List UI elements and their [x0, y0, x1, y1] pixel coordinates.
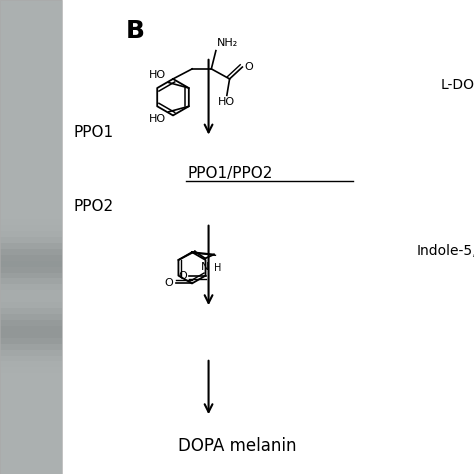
Bar	[0, 462, 62, 468]
Bar	[0, 337, 62, 344]
Bar	[0, 154, 62, 160]
Text: HO: HO	[149, 114, 166, 124]
Bar	[0, 302, 62, 308]
Bar	[0, 178, 62, 183]
Bar	[0, 113, 62, 118]
Bar	[0, 379, 62, 385]
Text: NH₂: NH₂	[217, 38, 238, 48]
Bar	[0, 243, 62, 249]
Bar	[0, 137, 62, 142]
Bar	[0, 184, 62, 190]
Bar	[0, 148, 62, 154]
Bar	[0, 427, 62, 432]
Text: O: O	[178, 271, 187, 281]
Bar	[0, 172, 62, 178]
Bar	[0, 101, 62, 107]
Bar	[0, 385, 62, 391]
Bar	[0, 326, 62, 332]
Bar	[0, 36, 62, 42]
Bar	[0, 77, 62, 83]
Bar	[0, 456, 62, 462]
Bar	[0, 213, 62, 219]
Bar	[0, 374, 62, 379]
Bar	[0, 219, 62, 225]
Text: PPO1/PPO2: PPO1/PPO2	[187, 165, 273, 181]
Bar	[0, 166, 62, 172]
Bar	[0, 201, 62, 208]
Text: PPO2: PPO2	[73, 199, 114, 214]
Bar	[0, 95, 62, 101]
Bar	[0, 450, 62, 456]
Bar	[0, 332, 62, 337]
Bar	[0, 296, 62, 302]
Bar	[0, 0, 62, 474]
Bar	[0, 83, 62, 89]
Bar	[0, 320, 62, 326]
Bar	[0, 314, 62, 320]
Bar	[0, 231, 62, 237]
Bar	[0, 261, 62, 266]
Bar	[0, 130, 62, 137]
Bar	[0, 266, 62, 273]
Bar	[0, 344, 62, 350]
Bar	[0, 12, 62, 18]
Bar	[0, 225, 62, 231]
Bar	[0, 65, 62, 71]
Bar	[0, 160, 62, 166]
Text: PPO1: PPO1	[73, 125, 114, 140]
Bar	[0, 237, 62, 243]
Text: Indole-5,6-: Indole-5,6-	[417, 244, 474, 258]
Bar	[0, 278, 62, 284]
Bar	[0, 196, 62, 201]
Bar	[0, 361, 62, 367]
Bar	[0, 308, 62, 314]
Bar	[0, 54, 62, 59]
Text: B: B	[126, 19, 145, 43]
Bar	[0, 118, 62, 124]
Text: H: H	[214, 263, 221, 273]
Bar	[0, 415, 62, 421]
Bar	[0, 89, 62, 95]
Bar	[0, 30, 62, 36]
Bar	[0, 350, 62, 356]
Bar	[0, 47, 62, 54]
Bar	[0, 438, 62, 445]
Bar	[0, 125, 62, 130]
Text: HO: HO	[219, 97, 236, 107]
Bar	[0, 255, 62, 261]
Text: O: O	[164, 278, 173, 289]
Bar	[0, 403, 62, 409]
Bar	[0, 24, 62, 30]
Bar	[0, 0, 62, 6]
Bar	[0, 432, 62, 438]
Bar	[0, 42, 62, 47]
Text: O: O	[244, 62, 253, 72]
Text: L-DO: L-DO	[441, 78, 474, 92]
Text: N: N	[201, 262, 210, 272]
Bar	[0, 290, 62, 296]
Bar	[0, 18, 62, 24]
Bar	[0, 421, 62, 427]
Bar	[0, 445, 62, 450]
Bar	[0, 273, 62, 279]
Bar	[0, 391, 62, 397]
Bar	[0, 468, 62, 474]
Bar	[0, 409, 62, 415]
Bar	[0, 356, 62, 361]
Text: HO: HO	[149, 70, 166, 80]
Bar	[0, 208, 62, 213]
Bar	[0, 6, 62, 12]
Bar	[0, 142, 62, 148]
Bar	[0, 397, 62, 403]
Bar	[0, 107, 62, 113]
Text: DOPA melanin: DOPA melanin	[178, 437, 296, 455]
Bar	[0, 249, 62, 255]
Bar	[0, 190, 62, 195]
Bar	[0, 71, 62, 77]
Bar	[0, 367, 62, 374]
Bar	[0, 284, 62, 290]
Bar	[0, 59, 62, 65]
